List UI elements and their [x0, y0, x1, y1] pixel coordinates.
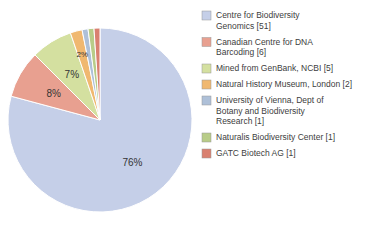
- legend-label: Centre for BiodiversityGenomics [51]: [216, 10, 300, 31]
- legend-swatch: [202, 64, 211, 73]
- legend-swatch: [202, 11, 211, 20]
- legend-label: Natural History Museum, London [2]: [216, 79, 352, 89]
- legend-label-line: Botany and Biodiversity: [216, 106, 306, 116]
- legend-label-line: Naturalis Biodiversity Center [1]: [216, 132, 335, 142]
- data-label: 76%: [122, 157, 142, 168]
- chart: 76% 8%7% 2% Centre for BiodiversityGenomics…: [0, 0, 380, 240]
- pie: [8, 28, 192, 212]
- legend-label: Mined from GenBank, NCBI [5]: [216, 63, 333, 73]
- legend-label-line: Genomics [51]: [216, 21, 271, 31]
- legend-swatch: [202, 96, 211, 105]
- data-label: 8%: [47, 88, 62, 99]
- legend-swatch: [202, 80, 211, 89]
- legend-swatch: [202, 149, 211, 158]
- legend-label: Naturalis Biodiversity Center [1]: [216, 132, 335, 142]
- pie-slice: [82, 29, 100, 120]
- legend-label: GATC Biotech AG [1]: [216, 148, 296, 158]
- legend-label-line: Barcoding [6]: [216, 47, 266, 57]
- legend: Centre for BiodiversityGenomics [51] Cana…: [202, 10, 352, 158]
- legend-label-line: University of Vienna, Dept of: [216, 95, 324, 105]
- legend-label-line: Canadian Centre for DNA: [216, 37, 313, 47]
- chart-container: 76% 8%7% 2% Centre for BiodiversityGenomics…: [0, 0, 380, 240]
- legend-label: Canadian Centre for DNABarcoding [6]: [216, 37, 313, 58]
- legend-label-line: Natural History Museum, London [2]: [216, 79, 352, 89]
- pie-slice: [8, 28, 192, 212]
- legend-swatch: [202, 38, 211, 47]
- data-label: 7%: [65, 69, 80, 80]
- legend-label: University of Vienna, Dept ofBotany and …: [216, 95, 324, 126]
- legend-label-line: Research [1]: [216, 116, 264, 126]
- pie-slice: [88, 28, 100, 120]
- data-label: 2%: [77, 50, 89, 59]
- legend-swatch: [202, 133, 211, 142]
- pie-slice: [94, 28, 100, 120]
- data-labels: 76% 8%7% 2%: [47, 50, 143, 168]
- legend-label-line: GATC Biotech AG [1]: [216, 148, 296, 158]
- legend-label-line: Mined from GenBank, NCBI [5]: [216, 63, 333, 73]
- legend-label-line: Centre for Biodiversity: [216, 10, 300, 20]
